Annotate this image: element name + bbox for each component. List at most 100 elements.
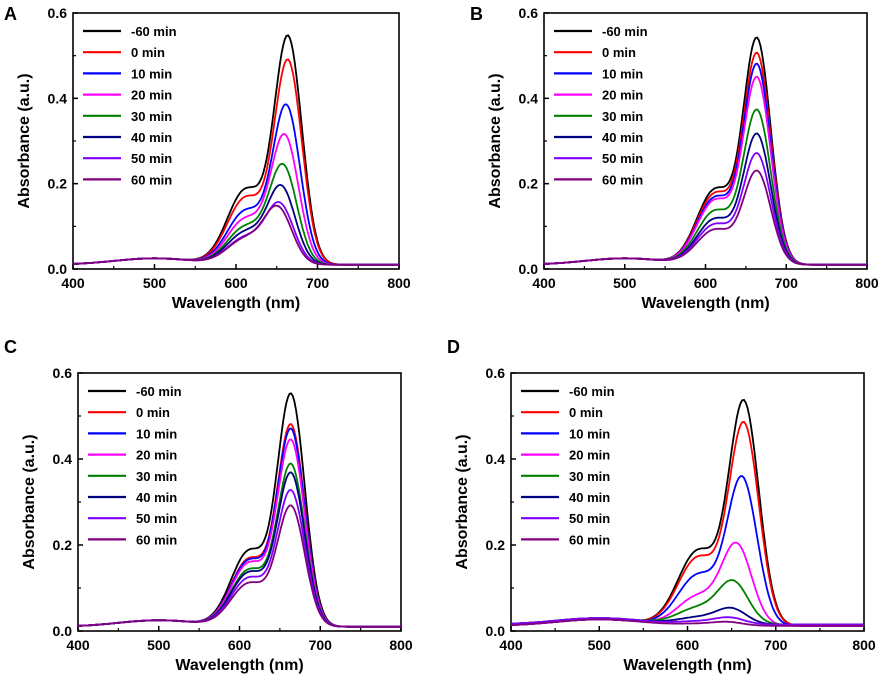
plot-frame <box>77 372 402 632</box>
x-tick-label: 700 <box>306 275 330 291</box>
legend-label: 40 min <box>136 490 177 505</box>
x-tick-label: 400 <box>61 275 85 291</box>
legend-label: 60 min <box>602 172 643 187</box>
series-line <box>72 204 399 266</box>
panel-letter: A <box>4 4 17 24</box>
legend-label: -60 min <box>136 384 182 399</box>
legend-label: 0 min <box>569 405 603 420</box>
panel-letter: D <box>447 337 460 357</box>
legend-label: 60 min <box>136 532 177 547</box>
x-tick-label: 500 <box>143 275 167 291</box>
legend-label: 30 min <box>602 109 643 124</box>
x-tick-label: 800 <box>387 275 411 291</box>
legend-label: 50 min <box>569 511 610 526</box>
series-line <box>510 420 864 627</box>
y-tick-label: 0.0 <box>519 261 539 277</box>
series-line <box>77 438 401 628</box>
x-tick-label: 600 <box>694 275 718 291</box>
y-tick-label: 0.6 <box>53 365 73 381</box>
legend-label: 50 min <box>131 151 172 166</box>
series-line <box>77 392 401 628</box>
x-tick-label: 600 <box>224 275 248 291</box>
x-tick-label: 800 <box>389 637 413 653</box>
legend-label: 40 min <box>602 130 643 145</box>
x-axis-label: Wavelength (nm) <box>172 295 300 312</box>
x-tick-label: 400 <box>499 637 523 653</box>
legend-label: -60 min <box>602 24 648 39</box>
x-tick-label: 500 <box>147 637 171 653</box>
legend-label: 0 min <box>131 45 165 60</box>
x-tick-label: 400 <box>66 637 90 653</box>
x-tick-label: 500 <box>588 637 612 653</box>
series-line <box>77 471 401 628</box>
y-tick-label: 0.4 <box>519 90 539 106</box>
x-tick-label: 800 <box>855 275 879 291</box>
legend-label: 20 min <box>136 448 177 463</box>
legend-label: 20 min <box>569 448 610 463</box>
series-line <box>72 162 399 266</box>
legend-label: 20 min <box>602 88 643 103</box>
legend-label: 0 min <box>136 405 170 420</box>
legend-label: 40 min <box>569 490 610 505</box>
y-tick-label: 0.6 <box>486 365 506 381</box>
x-axis-label: Wavelength (nm) <box>641 295 769 312</box>
series-line <box>510 616 864 626</box>
panel-B: B 400 500 600 700 800 0.0 0.2 0.4 0.6 Wavelength (… <box>470 4 879 312</box>
x-tick-label: 600 <box>228 637 252 653</box>
legend-label: 60 min <box>569 532 610 547</box>
y-axis-label: Absorbance (a.u.) <box>16 73 33 208</box>
series-line <box>543 75 867 266</box>
y-tick-label: 0.2 <box>48 176 68 192</box>
legend-label: 20 min <box>131 88 172 103</box>
x-axis-label: Wavelength (nm) <box>623 657 751 674</box>
legend-label: 30 min <box>136 469 177 484</box>
panel-A: A 400 500 600 700 800 0.0 0.2 0.4 0.6 Wavelength (… <box>4 4 411 312</box>
legend-label: 30 min <box>569 469 610 484</box>
legend-label: -60 min <box>569 384 615 399</box>
legend-label: 50 min <box>602 151 643 166</box>
y-tick-label: 0.6 <box>519 5 539 21</box>
series-line <box>543 169 867 266</box>
y-axis-label: Absorbance (a.u.) <box>487 73 504 208</box>
legend-label: 10 min <box>569 426 610 441</box>
series-line <box>72 58 399 266</box>
legend-label: 0 min <box>602 45 636 60</box>
panel-D: D 400 500 600 700 800 0.0 0.2 0.4 0.6 Wavelength (… <box>447 337 876 674</box>
series-line <box>510 398 864 627</box>
y-tick-label: 0.2 <box>53 537 73 553</box>
x-axis-label: Wavelength (nm) <box>175 657 303 674</box>
x-tick-label: 700 <box>775 275 799 291</box>
y-tick-label: 0.0 <box>53 623 73 639</box>
y-tick-label: 0.6 <box>48 5 68 21</box>
legend-label: 10 min <box>602 66 643 81</box>
series-line <box>77 423 401 628</box>
panel-letter: B <box>470 4 483 24</box>
y-tick-label: 0.4 <box>53 451 73 467</box>
legend-label: 60 min <box>131 172 172 187</box>
y-tick-label: 0.2 <box>519 176 539 192</box>
x-tick-label: 700 <box>764 637 788 653</box>
panel-C: C 400 500 600 700 800 0.0 0.2 0.4 0.6 Wavelength (… <box>4 337 413 674</box>
legend-label: -60 min <box>131 24 177 39</box>
series-line <box>77 462 401 628</box>
y-tick-label: 0.4 <box>486 451 506 467</box>
y-tick-label: 0.0 <box>486 623 506 639</box>
x-tick-label: 700 <box>309 637 333 653</box>
legend-label: 50 min <box>136 511 177 526</box>
series-line <box>72 200 399 266</box>
series-line <box>77 427 401 628</box>
series-line <box>510 541 864 627</box>
series-line <box>77 489 401 628</box>
legend-label: 10 min <box>136 426 177 441</box>
plot-frame <box>510 372 865 632</box>
legend-label: 40 min <box>131 130 172 145</box>
series-line <box>543 108 867 266</box>
x-tick-label: 800 <box>852 637 876 653</box>
panel-letter: C <box>4 337 17 357</box>
y-tick-label: 0.2 <box>486 537 506 553</box>
y-axis-label: Absorbance (a.u.) <box>21 434 38 569</box>
series-line <box>77 504 401 628</box>
x-tick-label: 600 <box>676 637 700 653</box>
series-line <box>510 618 864 627</box>
